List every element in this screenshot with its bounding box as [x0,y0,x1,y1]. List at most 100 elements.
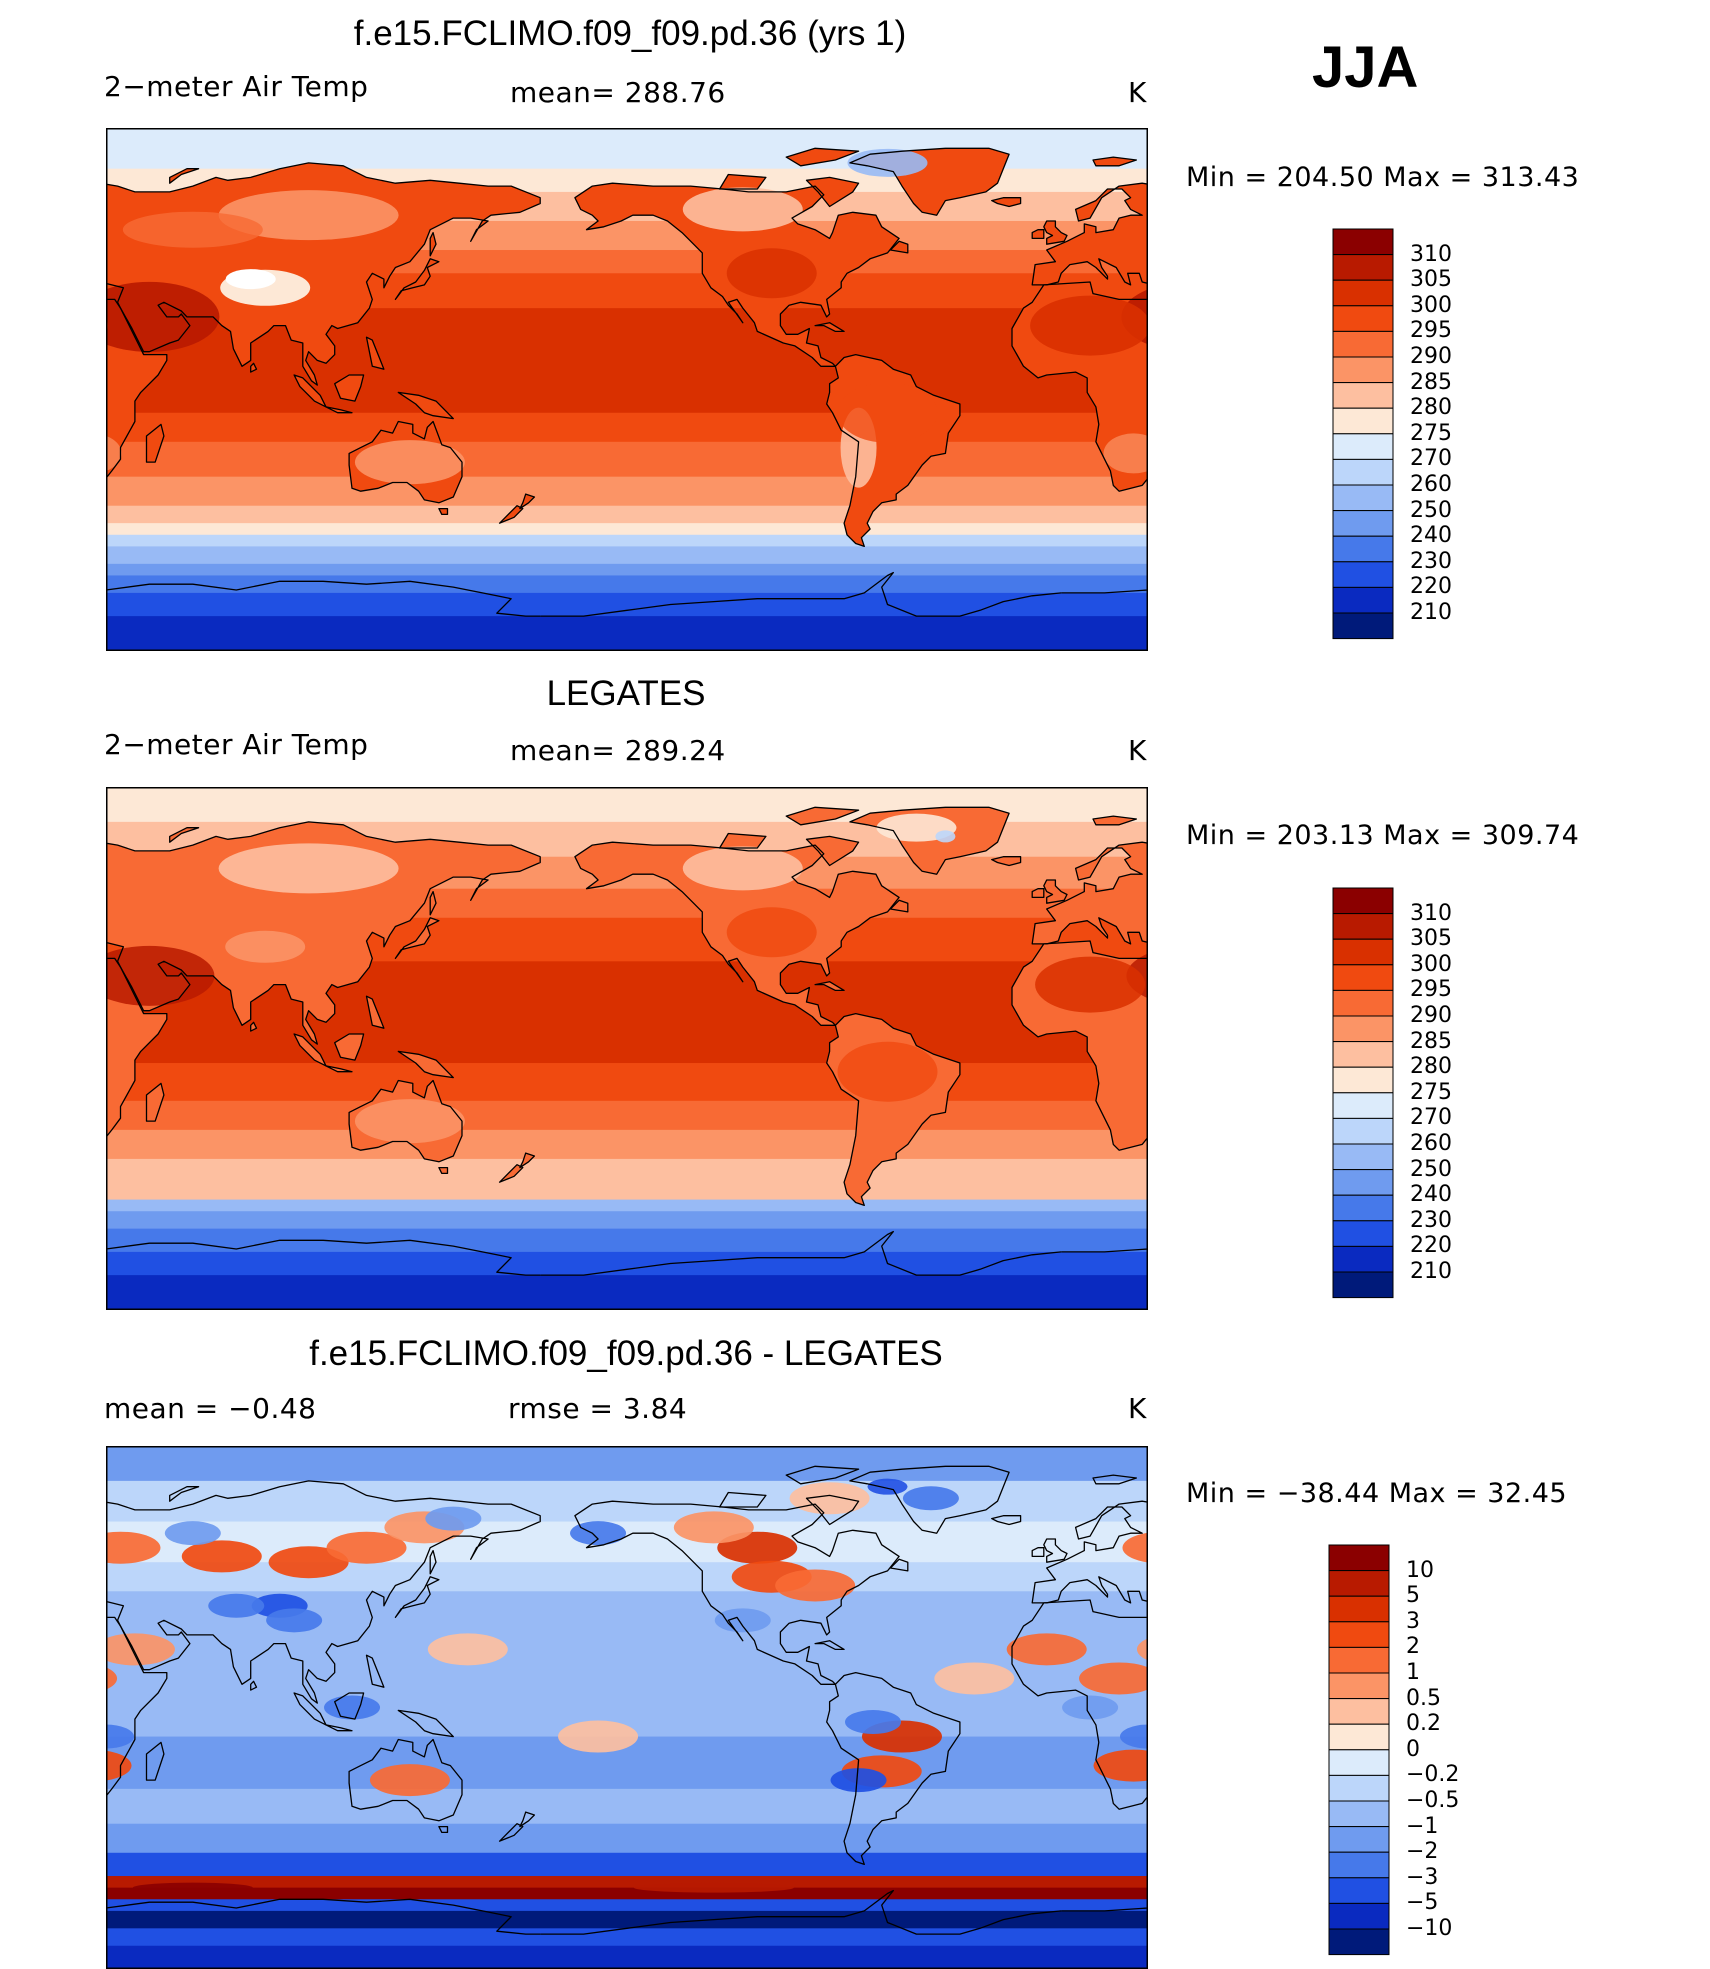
panel-1-mean-label: mean= 288.76 [510,76,726,109]
colorbar-tick-label: 310 [1410,900,1452,926]
colorbar-tick-label: 3 [1406,1608,1420,1634]
colorbar-swatch [1332,1066,1394,1094]
colorbar-swatch [1332,1015,1394,1043]
colorbar-tick-label: −1 [1406,1813,1439,1839]
panel-2-title: LEGATES [546,674,706,713]
panel-3-map [106,1446,1148,1969]
colorbar-tick-label: 0 [1406,1736,1420,1762]
colorbar-tick-label: 230 [1410,548,1452,574]
colorbar-swatch [1332,612,1394,640]
colorbar-swatch [1332,228,1394,256]
colorbar-swatch [1332,1169,1394,1196]
colorbar-swatch [1332,407,1394,435]
colorbar-swatch [1328,1621,1390,1648]
colorbar-tick-label: 0.5 [1406,1685,1441,1711]
colorbar-swatch [1332,887,1394,915]
colorbar-tick-label: −10 [1406,1916,1453,1941]
colorbar-tick-label: 310 [1410,241,1452,267]
panel-2-min-max: Min = 203.13 Max = 309.74 [1186,820,1580,851]
colorbar-swatch [1328,1749,1390,1776]
colorbar-tick-label: 295 [1410,977,1452,1003]
colorbar-tick-label: 250 [1410,1156,1452,1182]
colorbar-swatch [1332,330,1394,358]
panel-1-units: K [1128,76,1147,109]
colorbar-swatch [1332,279,1394,307]
panel-3-rmse-label: rmse = 3.84 [508,1392,688,1425]
colorbar-swatch [1332,561,1394,588]
colorbar-tick-label: 300 [1410,951,1452,977]
colorbar-tick-label: −0.5 [1406,1788,1460,1813]
colorbar-swatch [1328,1698,1390,1725]
colorbar-swatch [1332,1041,1394,1068]
colorbar-tick-label: −0.2 [1406,1762,1460,1788]
colorbar-swatch [1328,1570,1390,1597]
colorbar-tick-label: 270 [1410,446,1452,472]
colorbar-swatch [1328,1595,1390,1623]
colorbar-tick-label: 220 [1410,574,1452,600]
colorbar-tick-label: 260 [1410,472,1452,497]
colorbar-tick-label: −3 [1406,1864,1439,1890]
panel-1-variable-label: 2−meter Air Temp [104,70,369,103]
colorbar-swatch [1332,1143,1394,1171]
panel-1-title: f.e15.FCLIMO.f09_f09.pd.36 (yrs 1) [353,14,907,53]
colorbar-swatch [1332,989,1394,1017]
colorbar-swatch [1332,938,1394,966]
panel-2-units: K [1128,734,1147,767]
colorbar-swatch [1332,1194,1394,1222]
colorbar-tick-label: 290 [1410,344,1452,369]
panel-1-min-max: Min = 204.50 Max = 313.43 [1186,162,1580,193]
colorbar-swatch [1328,1851,1390,1879]
colorbar-swatch [1332,586,1394,614]
season-label: JJA [1312,35,1419,100]
colorbar-tick-label: 230 [1410,1207,1452,1233]
colorbar-swatches [1328,1544,1390,1956]
panel-1-map [106,128,1148,651]
colorbar-swatch [1328,1672,1390,1700]
panel-3-mean-label: mean = −0.48 [104,1392,317,1425]
panel-3-units: K [1128,1392,1147,1425]
colorbar-tick-label: 275 [1410,1079,1452,1105]
colorbar-tick-label: 2 [1406,1634,1420,1660]
colorbar-swatch [1328,1928,1390,1956]
colorbar-swatch [1332,964,1394,991]
colorbar-swatch [1332,1092,1394,1119]
colorbar-tick-label: 285 [1410,1028,1452,1054]
colorbar-tick-label: 240 [1410,1182,1452,1208]
colorbar-tick-label: 210 [1410,600,1452,625]
colorbar-swatch [1328,1826,1390,1853]
colorbar-swatch [1332,382,1394,409]
colorbar-swatch [1332,913,1394,940]
colorbar-tick-label: 260 [1410,1131,1452,1156]
panel-2-map [106,787,1148,1310]
colorbar-swatch [1328,1877,1390,1904]
colorbar-swatch [1332,1245,1394,1273]
colorbar-swatch [1332,484,1394,512]
colorbar-swatch [1328,1646,1390,1674]
colorbar-swatch [1332,356,1394,384]
colorbar-tick-label: 280 [1410,1054,1452,1080]
colorbar-swatch [1332,458,1394,486]
colorbar-swatch [1328,1774,1390,1802]
colorbar-swatch [1328,1723,1390,1751]
panel-3-title: f.e15.FCLIMO.f09_f09.pd.36 - LEGATES [309,1334,943,1373]
colorbar-tick-label: 250 [1410,497,1452,523]
colorbar-swatch [1332,510,1394,537]
colorbar-tick-label: −5 [1406,1890,1439,1916]
colorbar-tick-label: 275 [1410,420,1452,446]
colorbar-tick-label: 1 [1406,1660,1420,1685]
colorbar-tick-label: 5 [1406,1583,1420,1609]
colorbar-tick-label: 220 [1410,1233,1452,1259]
colorbar-swatch [1328,1544,1390,1572]
colorbar-swatches [1332,228,1394,640]
colorbar-tick-label: 300 [1410,292,1452,318]
colorbar-swatch [1332,254,1394,281]
colorbar-tick-label: 280 [1410,395,1452,421]
colorbar-swatch [1332,305,1394,332]
colorbar-swatch [1328,1800,1390,1828]
colorbar-swatch [1332,1220,1394,1247]
colorbar-swatch [1332,433,1394,460]
colorbar-swatches [1332,887,1394,1299]
colorbar-tick-label: 270 [1410,1105,1452,1131]
colorbar-tick-label: 240 [1410,523,1452,549]
colorbar-tick-label: 0.2 [1406,1711,1441,1737]
